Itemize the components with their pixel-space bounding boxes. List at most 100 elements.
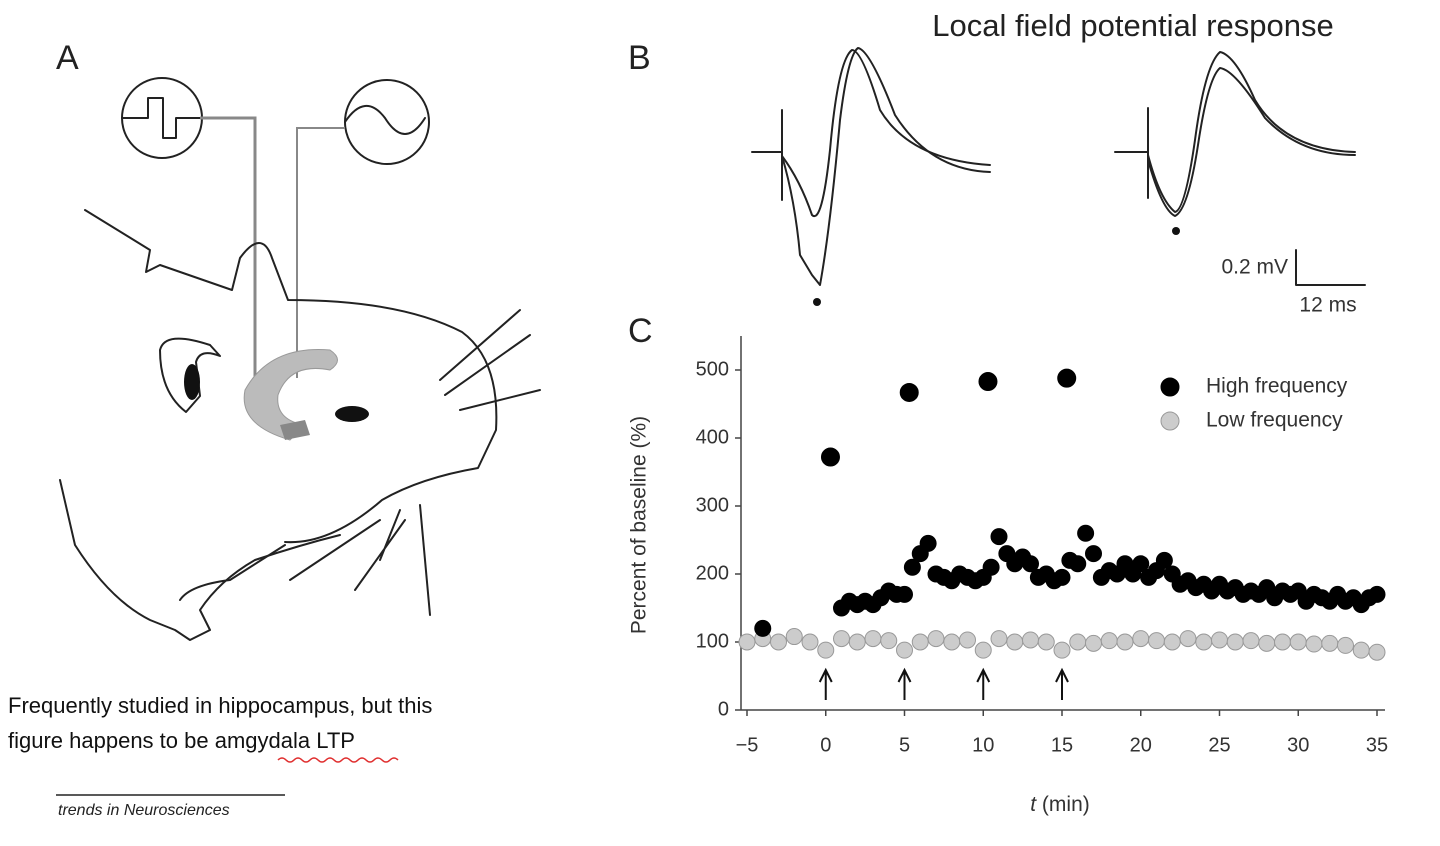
x-axis-unit: (min) <box>1042 793 1090 816</box>
point <box>1132 630 1150 648</box>
point <box>833 630 850 648</box>
legend-label: High frequency <box>1206 375 1348 398</box>
point <box>896 585 913 603</box>
point <box>1053 641 1071 659</box>
point <box>754 619 772 637</box>
x-tick-label: 35 <box>1366 734 1388 756</box>
panel-label: C <box>628 312 653 350</box>
caption: Frequently studied in hippocampus, but t… <box>8 693 432 718</box>
point <box>990 528 1008 546</box>
point <box>1116 633 1134 651</box>
y-tick-label: 100 <box>696 630 729 652</box>
point <box>1069 633 1087 651</box>
x-tick-label: 0 <box>820 734 831 756</box>
point <box>1085 545 1102 563</box>
point <box>1352 641 1370 659</box>
point <box>1022 631 1039 649</box>
stimulus-arrow <box>1055 667 1069 700</box>
point <box>1195 633 1213 651</box>
x-tick-label: 25 <box>1208 734 1230 756</box>
x-axis-label: t (min) <box>1030 793 1090 816</box>
point <box>1100 632 1118 650</box>
point <box>1155 551 1173 569</box>
point <box>982 558 1000 576</box>
point <box>1069 555 1087 573</box>
x-tick-label: −5 <box>736 734 759 756</box>
x-tick-label: 10 <box>972 734 994 756</box>
scale-label: 12 ms <box>1299 294 1356 317</box>
point <box>1274 633 1291 651</box>
point <box>990 630 1008 648</box>
rat-illustration <box>59 77 541 641</box>
y-tick-label: 0 <box>718 698 729 720</box>
point <box>770 633 787 651</box>
legend-marker <box>1160 411 1180 431</box>
stimulus-arrow <box>897 667 912 700</box>
point <box>817 641 835 659</box>
point <box>978 372 998 392</box>
point <box>1179 630 1197 648</box>
point <box>1006 633 1024 651</box>
panel-title: Local field potential response <box>932 8 1334 43</box>
point <box>896 641 913 659</box>
point <box>1321 634 1339 652</box>
point <box>1163 633 1181 651</box>
scale-label: 0.2 mV <box>1221 256 1288 279</box>
point <box>1057 368 1077 388</box>
point <box>927 630 945 648</box>
legend-label: Low frequency <box>1206 409 1343 432</box>
x-tick-label: 20 <box>1130 734 1152 756</box>
point <box>1337 636 1354 654</box>
point <box>1242 632 1260 650</box>
y-tick-label: 200 <box>696 562 729 584</box>
point <box>974 641 992 659</box>
x-axis-symbol: t <box>1030 793 1037 816</box>
point <box>1305 635 1323 653</box>
caption: figure happens to be amgydala LTP <box>8 728 355 753</box>
lfp-traces <box>751 47 1366 306</box>
stimulus-arrow <box>976 667 991 700</box>
point <box>1077 524 1095 542</box>
spell-underline <box>277 757 399 763</box>
stimulus-arrow <box>818 667 833 700</box>
caption-text: figure happens to be <box>8 728 215 753</box>
point <box>1258 634 1276 652</box>
point <box>903 558 921 576</box>
panel-label: A <box>56 39 79 77</box>
caption-text: amgydala <box>215 728 311 753</box>
point <box>959 631 976 649</box>
point <box>864 630 882 648</box>
point <box>1368 643 1386 661</box>
y-axis-label: Percent of baseline (%) <box>628 416 651 634</box>
y-tick-label: 500 <box>696 358 729 380</box>
y-tick-label: 400 <box>696 426 729 448</box>
point <box>1211 631 1228 649</box>
point <box>1368 585 1386 603</box>
point <box>820 447 840 467</box>
point <box>899 382 919 402</box>
point <box>911 633 929 651</box>
point <box>1148 632 1165 650</box>
point <box>785 628 803 646</box>
x-tick-label: 30 <box>1287 734 1309 756</box>
y-tick-label: 300 <box>696 494 729 516</box>
point <box>801 633 819 651</box>
point <box>1053 568 1071 586</box>
point <box>1132 555 1150 573</box>
point <box>848 633 866 651</box>
point <box>1022 555 1039 573</box>
panel-label: B <box>628 39 651 77</box>
point <box>1037 633 1055 651</box>
point <box>919 534 937 552</box>
point <box>943 633 961 651</box>
x-tick-label: 5 <box>899 734 910 756</box>
legend-marker <box>1160 377 1180 397</box>
point <box>880 632 898 650</box>
point <box>1226 633 1244 651</box>
source: trends in Neurosciences <box>58 802 230 819</box>
point <box>1289 633 1307 651</box>
x-tick-label: 15 <box>1051 734 1073 756</box>
caption-text: LTP <box>310 728 355 753</box>
point <box>738 633 756 651</box>
